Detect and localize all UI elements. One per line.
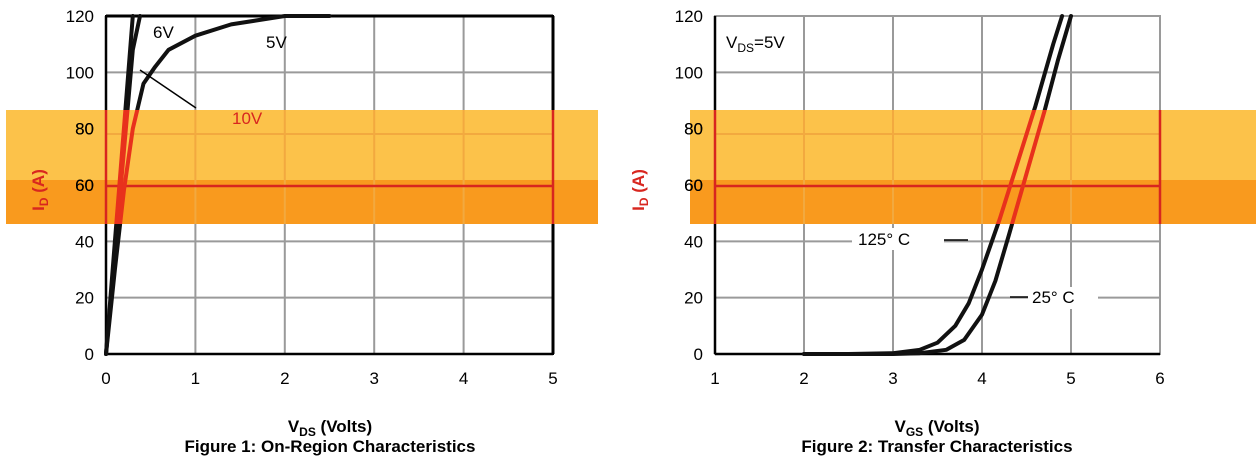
x-tick-label: 3	[888, 369, 897, 388]
y-tick-label: 120	[675, 7, 703, 26]
x-tick-label: 0	[101, 369, 110, 388]
x-axis-title-2-sub: GS	[906, 425, 923, 439]
x-axis-title-1-sub: DS	[299, 425, 316, 439]
band-series-line	[118, 110, 140, 224]
x-tick-label: 6	[1155, 369, 1164, 388]
annotation-vds-main: V	[726, 33, 738, 52]
highlight-band-dark	[6, 180, 598, 224]
y-tick-label: 0	[694, 345, 703, 364]
x-tick-label: 1	[710, 369, 719, 388]
annotation-125c-bg	[852, 228, 944, 250]
annotation-6v: 6V	[153, 23, 174, 42]
x-tick-label: 1	[191, 369, 200, 388]
y-axis-title-1-rest: (A)	[29, 169, 48, 197]
x-axis-title-1: VDS (Volts)	[288, 417, 372, 439]
y-tick-label: 80	[75, 120, 94, 139]
highlight-bands: 80 60 80 60	[6, 110, 1256, 224]
y-tick-label: 100	[675, 63, 703, 82]
annotation-125c: 125° C	[858, 230, 910, 249]
band-curves	[114, 110, 140, 224]
annotation-25c: 25° C	[1032, 288, 1075, 307]
y-tick-label: 0	[85, 345, 94, 364]
y-axis-title-1-sub: D	[37, 197, 51, 206]
y-tick-label: 40	[684, 232, 703, 251]
band-y-tick-label: 80	[684, 120, 703, 139]
band-y-tick-label: 80	[75, 120, 94, 139]
band-series-line	[115, 110, 130, 224]
band-curves	[995, 110, 1047, 224]
y-tick-label: 20	[75, 289, 94, 308]
x-tick-label: 5	[548, 369, 557, 388]
x-axis-title-2-main: V	[894, 417, 906, 436]
x-tick-label: 4	[977, 369, 986, 388]
y-axis-title-1: ID (A)	[29, 169, 51, 211]
band-y-tick-label: 60	[75, 176, 94, 195]
y-tick-label: 60	[684, 176, 703, 195]
band-series-line	[1009, 110, 1047, 224]
y-tick-label: 40	[75, 232, 94, 251]
x-tick-label: 4	[459, 369, 468, 388]
annotation-10v-leader	[139, 69, 197, 109]
x-tick-label: 5	[1066, 369, 1075, 388]
highlight-band-light	[6, 110, 598, 180]
x-tick-label: 3	[369, 369, 378, 388]
y-tick-label: 100	[66, 63, 94, 82]
x-axis-title-2: VGS (Volts)	[894, 417, 979, 439]
annotation-vds: VDS=5V	[726, 33, 785, 55]
y-axis-title-2-main: I	[629, 206, 648, 211]
y-tick-label: 60	[75, 176, 94, 195]
caption-2: Figure 2: Transfer Characteristics	[801, 437, 1072, 456]
y-tick-label: 80	[684, 120, 703, 139]
highlight-band-dark	[690, 180, 1256, 224]
annotation-vds-rest: =5V	[754, 33, 785, 52]
x-axis-title-1-rest: (Volts)	[316, 417, 372, 436]
annotation-vds-sub: DS	[737, 41, 754, 55]
annotation-25c-bg	[1028, 287, 1098, 309]
y-tick-label: 20	[684, 289, 703, 308]
y-axis-title-2-sub: D	[637, 197, 651, 206]
x-tick-label: 2	[799, 369, 808, 388]
y-axis-title-2-rest: (A)	[629, 169, 648, 197]
x-axis-title-1-main: V	[288, 417, 300, 436]
annotation-10v: 10V	[232, 109, 263, 128]
annotation-5v: 5V	[266, 33, 287, 52]
y-axis-title-1-main: I	[29, 206, 48, 211]
y-axis-title-2: ID (A)	[629, 169, 651, 211]
x-axis-title-2-rest: (Volts)	[923, 417, 979, 436]
highlight-band-light	[690, 110, 1256, 180]
caption-1: Figure 1: On-Region Characteristics	[185, 437, 476, 456]
x-tick-label: 2	[280, 369, 289, 388]
y-tick-label: 120	[66, 7, 94, 26]
band-y-tick-label: 60	[684, 176, 703, 195]
